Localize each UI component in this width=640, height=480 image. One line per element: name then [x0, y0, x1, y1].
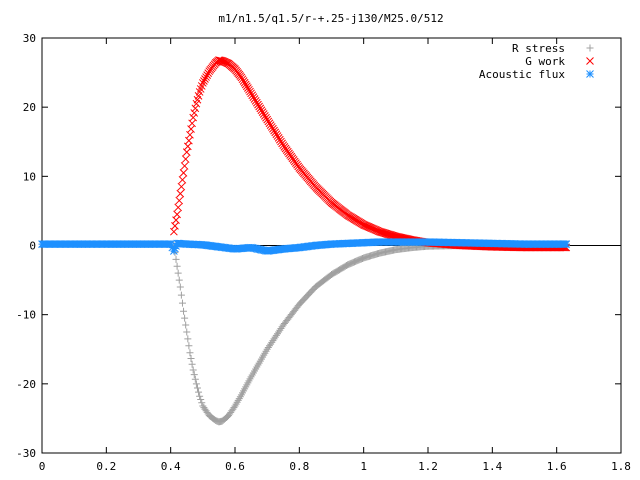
data-point: [190, 109, 199, 117]
data-point: [197, 396, 205, 404]
data-point: [170, 247, 178, 255]
series-r-stress: [170, 242, 570, 426]
legend-label: R stress: [512, 42, 565, 55]
data-point: [178, 175, 187, 184]
y-tick-label: 10: [23, 170, 36, 183]
data-point: [183, 328, 191, 336]
data-point: [198, 79, 207, 87]
data-point: [176, 283, 184, 291]
data-point: [176, 189, 185, 198]
data-point: [173, 210, 181, 219]
data-point: [174, 269, 182, 277]
data-point: [261, 112, 269, 120]
data-point: [173, 262, 181, 270]
series-acoustic-flux: [38, 238, 571, 255]
legend-label: Acoustic flux: [479, 68, 565, 81]
x-tick-label: 1.4: [482, 460, 502, 473]
data-point: [203, 71, 211, 79]
data-point: [184, 335, 192, 343]
x-tick-label: 0.6: [225, 460, 245, 473]
y-tick-label: -30: [16, 447, 36, 460]
data-point: [174, 203, 183, 212]
data-point: [180, 307, 188, 315]
data-point: [195, 388, 203, 396]
data-point: [179, 169, 188, 177]
chart-title: m1/n1.5/q1.5/r-+.25-j130/M25.0/512: [218, 12, 443, 25]
data-point: [171, 244, 179, 253]
data-point: [178, 299, 186, 307]
data-point: [248, 91, 257, 100]
data-point: [562, 240, 571, 248]
data-point: [257, 106, 266, 115]
data-point: [191, 375, 199, 383]
data-point: [166, 240, 175, 248]
data-point: [181, 314, 189, 322]
data-point: [249, 93, 258, 101]
legend-marker: [586, 57, 594, 65]
x-tick-label: 0: [39, 460, 46, 473]
data-point: [172, 255, 180, 263]
data-point: [201, 75, 209, 83]
series-layer: [38, 56, 571, 426]
data-point: [252, 98, 261, 107]
y-tick-label: 30: [23, 32, 36, 45]
data-point: [198, 399, 206, 407]
data-point: [262, 113, 270, 122]
x-tick-label: 1: [360, 460, 367, 473]
data-point: [255, 102, 263, 111]
x-tick-label: 0.2: [96, 460, 116, 473]
data-point: [186, 349, 194, 357]
x-tick-label: 1.8: [611, 460, 631, 473]
x-tick-label: 1.6: [547, 460, 567, 473]
y-tick-label: -20: [16, 378, 36, 391]
data-point: [256, 104, 265, 113]
data-point: [200, 77, 208, 85]
data-point: [193, 384, 201, 392]
data-point: [189, 366, 197, 374]
y-tick-label: 20: [23, 101, 36, 114]
data-point: [258, 108, 267, 116]
data-point: [175, 276, 183, 284]
series-g-work: [170, 56, 571, 252]
y-tick-label: -10: [16, 309, 36, 322]
data-point: [204, 69, 213, 78]
data-point: [190, 371, 198, 379]
x-tick-label: 0.8: [289, 460, 309, 473]
y-tick-label: 0: [29, 240, 36, 253]
data-point: [202, 73, 210, 81]
data-point: [247, 89, 255, 98]
data-point: [177, 291, 185, 299]
data-point: [192, 380, 200, 388]
data-point: [188, 360, 196, 368]
data-point: [182, 321, 190, 329]
data-point: [181, 155, 190, 163]
data-point: [185, 342, 193, 350]
data-point: [215, 56, 223, 64]
legend-marker: [586, 44, 594, 52]
data-point: [177, 182, 186, 191]
data-point: [175, 196, 184, 205]
data-point: [187, 354, 195, 362]
data-point: [189, 113, 198, 122]
x-tick-label: 1.2: [418, 460, 438, 473]
data-point: [196, 392, 204, 400]
data-point: [254, 100, 262, 109]
data-point: [259, 110, 268, 118]
legend-marker: [586, 70, 594, 78]
x-tick-label: 0.4: [161, 460, 181, 473]
data-point: [180, 162, 189, 170]
data-point: [250, 95, 259, 103]
data-point: [251, 96, 260, 105]
data-point: [191, 104, 200, 113]
legend-label: G work: [525, 55, 565, 68]
axis-ticks: 0 0.2 0.4 0.6 0.8 1 1.2 1.4 1.6 1.8 -30 -20 -10 0 10 20…: [16, 32, 631, 473]
data-point: [168, 243, 177, 252]
